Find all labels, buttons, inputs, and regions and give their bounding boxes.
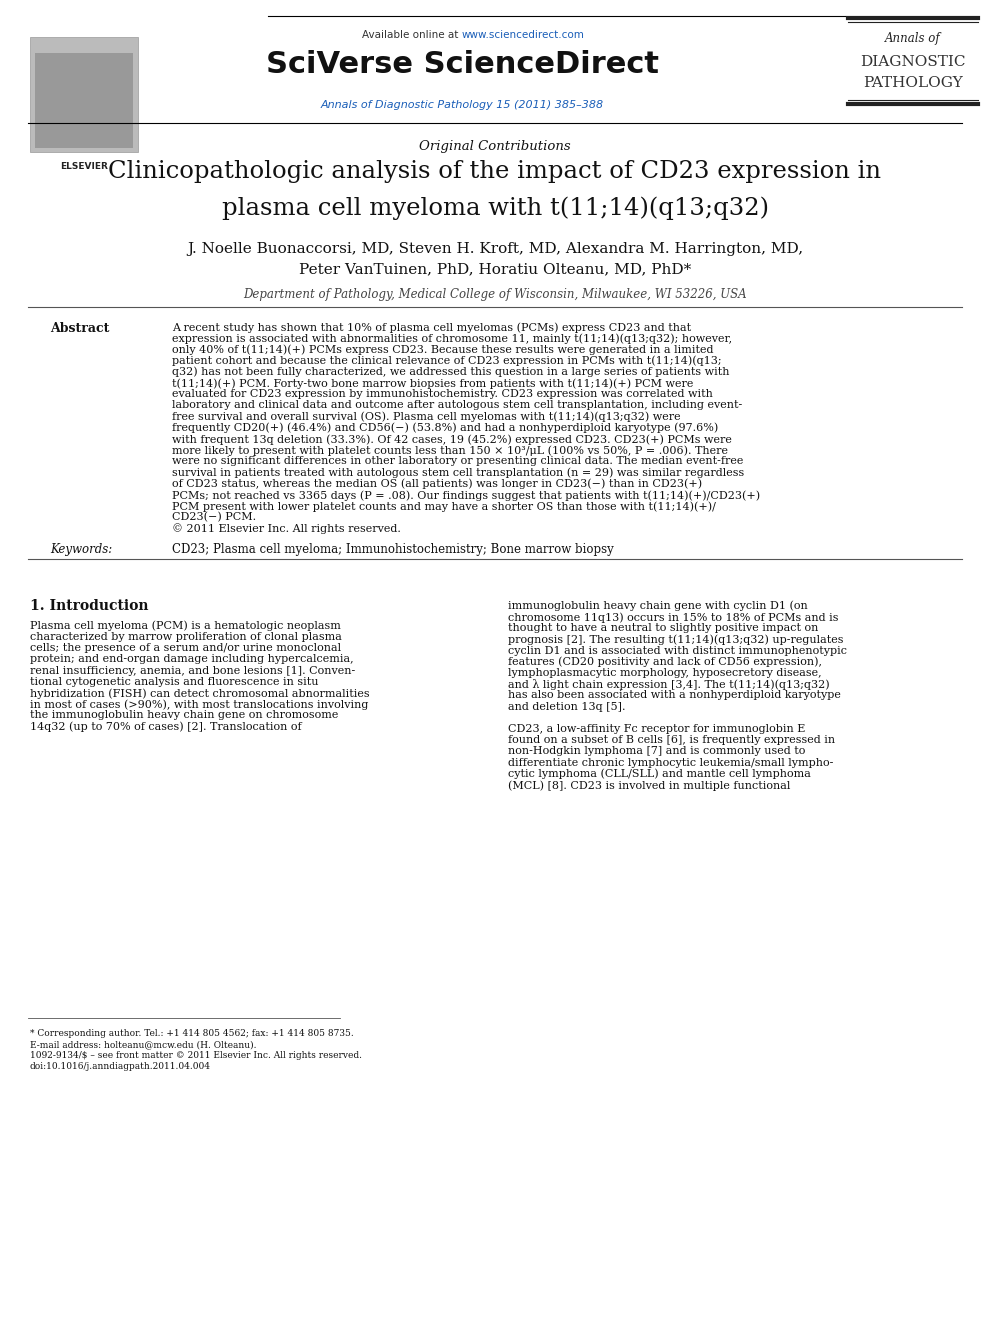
Text: www.sciencedirect.com: www.sciencedirect.com <box>462 30 585 40</box>
Text: ELSEVIER: ELSEVIER <box>60 162 108 172</box>
Bar <box>35 53 133 148</box>
Text: in most of cases (>90%), with most translocations involving: in most of cases (>90%), with most trans… <box>30 700 368 710</box>
Text: hybridization (FISH) can detect chromosomal abnormalities: hybridization (FISH) can detect chromoso… <box>30 688 369 698</box>
Text: 1092-9134/$ – see front matter © 2011 Elsevier Inc. All rights reserved.: 1092-9134/$ – see front matter © 2011 El… <box>30 1051 362 1060</box>
Text: characterized by marrow proliferation of clonal plasma: characterized by marrow proliferation of… <box>30 632 342 642</box>
Text: cytic lymphoma (CLL/SLL) and mantle cell lymphoma: cytic lymphoma (CLL/SLL) and mantle cell… <box>508 768 811 779</box>
Text: chromosome 11q13) occurs in 15% to 18% of PCMs and is: chromosome 11q13) occurs in 15% to 18% o… <box>508 612 839 623</box>
Text: J. Noelle Buonaccorsi, MD, Steven H. Kroft, MD, Alexandra M. Harrington, MD,: J. Noelle Buonaccorsi, MD, Steven H. Kro… <box>187 242 803 256</box>
Text: thought to have a neutral to slightly positive impact on: thought to have a neutral to slightly po… <box>508 623 819 634</box>
Text: survival in patients treated with autologous stem cell transplantation (n = 29) : survival in patients treated with autolo… <box>172 467 744 478</box>
Text: and λ light chain expression [3,4]. The t(11;14)(q13;q32): and λ light chain expression [3,4]. The … <box>508 680 830 690</box>
Text: differentiate chronic lymphocytic leukemia/small lympho-: differentiate chronic lymphocytic leukem… <box>508 758 834 768</box>
Text: plasma cell myeloma with t(11;14)(q13;q32): plasma cell myeloma with t(11;14)(q13;q3… <box>222 195 768 219</box>
Text: non-Hodgkin lymphoma [7] and is commonly used to: non-Hodgkin lymphoma [7] and is commonly… <box>508 746 806 756</box>
Text: and deletion 13q [5].: and deletion 13q [5]. <box>508 702 626 711</box>
Text: patient cohort and because the clinical relevance of CD23 expression in PCMs wit: patient cohort and because the clinical … <box>172 355 722 366</box>
Text: doi:10.1016/j.anndiagpath.2011.04.004: doi:10.1016/j.anndiagpath.2011.04.004 <box>30 1063 211 1071</box>
Text: protein; and end-organ damage including hypercalcemia,: protein; and end-organ damage including … <box>30 655 353 664</box>
Text: CD23, a low-affinity Fc receptor for immunoglobin E: CD23, a low-affinity Fc receptor for imm… <box>508 723 806 734</box>
Text: E-mail address: holteanu@mcw.edu (H. Olteanu).: E-mail address: holteanu@mcw.edu (H. Olt… <box>30 1040 256 1049</box>
Text: features (CD20 positivity and lack of CD56 expression),: features (CD20 positivity and lack of CD… <box>508 657 822 668</box>
Text: Annals of Diagnostic Pathology 15 (2011) 385–388: Annals of Diagnostic Pathology 15 (2011)… <box>321 100 604 110</box>
Text: Available online at: Available online at <box>362 30 462 40</box>
Text: lymphoplasmacytic morphology, hyposecretory disease,: lymphoplasmacytic morphology, hyposecret… <box>508 668 822 678</box>
Text: tional cytogenetic analysis and fluorescence in situ: tional cytogenetic analysis and fluoresc… <box>30 677 319 686</box>
Text: Clinicopathologic analysis of the impact of CD23 expression in: Clinicopathologic analysis of the impact… <box>109 160 881 183</box>
Text: DIAGNOSTIC: DIAGNOSTIC <box>860 55 966 69</box>
Text: prognosis [2]. The resulting t(11;14)(q13;q32) up-regulates: prognosis [2]. The resulting t(11;14)(q1… <box>508 635 843 645</box>
Text: A recent study has shown that 10% of plasma cell myelomas (PCMs) express CD23 an: A recent study has shown that 10% of pla… <box>172 322 691 333</box>
Text: t(11;14)(+) PCM. Forty-two bone marrow biopsies from patients with t(11;14)(+) P: t(11;14)(+) PCM. Forty-two bone marrow b… <box>172 378 693 388</box>
Text: Department of Pathology, Medical College of Wisconsin, Milwaukee, WI 53226, USA: Department of Pathology, Medical College… <box>244 288 746 301</box>
Text: only 40% of t(11;14)(+) PCMs express CD23. Because these results were generated : only 40% of t(11;14)(+) PCMs express CD2… <box>172 345 714 355</box>
Text: renal insufficiency, anemia, and bone lesions [1]. Conven-: renal insufficiency, anemia, and bone le… <box>30 665 355 676</box>
Text: PCM present with lower platelet counts and may have a shorter OS than those with: PCM present with lower platelet counts a… <box>172 502 716 512</box>
Text: were no significant differences in other laboratory or presenting clinical data.: were no significant differences in other… <box>172 457 743 466</box>
Text: with frequent 13q deletion (33.3%). Of 42 cases, 19 (45.2%) expressed CD23. CD23: with frequent 13q deletion (33.3%). Of 4… <box>172 434 732 445</box>
Text: Peter VanTuinen, PhD, Horatiu Olteanu, MD, PhD*: Peter VanTuinen, PhD, Horatiu Olteanu, M… <box>299 261 691 276</box>
Text: Annals of: Annals of <box>885 32 940 45</box>
Text: Keywords:: Keywords: <box>50 543 112 556</box>
Text: CD23(−) PCM.: CD23(−) PCM. <box>172 512 256 523</box>
Text: evaluated for CD23 expression by immunohistochemistry. CD23 expression was corre: evaluated for CD23 expression by immunoh… <box>172 389 713 399</box>
Text: Plasma cell myeloma (PCM) is a hematologic neoplasm: Plasma cell myeloma (PCM) is a hematolog… <box>30 620 341 631</box>
Text: laboratory and clinical data and outcome after autologous stem cell transplantat: laboratory and clinical data and outcome… <box>172 400 743 411</box>
Text: free survival and overall survival (OS). Plasma cell myelomas with t(11;14)(q13;: free survival and overall survival (OS).… <box>172 412 681 422</box>
Text: Original Contributions: Original Contributions <box>419 140 571 153</box>
Text: SciVerse ScienceDirect: SciVerse ScienceDirect <box>265 50 658 79</box>
Text: cyclin D1 and is associated with distinct immunophenotypic: cyclin D1 and is associated with distinc… <box>508 645 847 656</box>
Text: PCMs; not reached vs 3365 days (P = .08). Our findings suggest that patients wit: PCMs; not reached vs 3365 days (P = .08)… <box>172 490 760 500</box>
Text: expression is associated with abnormalities of chromosome 11, mainly t(11;14)(q1: expression is associated with abnormalit… <box>172 333 733 343</box>
Text: 14q32 (up to 70% of cases) [2]. Translocation of: 14q32 (up to 70% of cases) [2]. Transloc… <box>30 722 302 733</box>
Text: 1. Introduction: 1. Introduction <box>30 599 148 612</box>
Text: q32) has not been fully characterized, we addressed this question in a large ser: q32) has not been fully characterized, w… <box>172 367 730 378</box>
Text: CD23; Plasma cell myeloma; Immunohistochemistry; Bone marrow biopsy: CD23; Plasma cell myeloma; Immunohistoch… <box>172 543 614 556</box>
Text: cells; the presence of a serum and/or urine monoclonal: cells; the presence of a serum and/or ur… <box>30 643 342 653</box>
Text: of CD23 status, whereas the median OS (all patients) was longer in CD23(−) than : of CD23 status, whereas the median OS (a… <box>172 479 702 490</box>
Text: immunoglobulin heavy chain gene with cyclin D1 (on: immunoglobulin heavy chain gene with cyc… <box>508 601 808 611</box>
Text: has also been associated with a nonhyperdiploid karyotype: has also been associated with a nonhyper… <box>508 690 841 701</box>
Text: Abstract: Abstract <box>50 322 109 335</box>
Text: more likely to present with platelet counts less than 150 × 10³/μL (100% vs 50%,: more likely to present with platelet cou… <box>172 445 728 455</box>
Text: found on a subset of B cells [6], is frequently expressed in: found on a subset of B cells [6], is fre… <box>508 735 836 746</box>
Text: the immunoglobulin heavy chain gene on chromosome: the immunoglobulin heavy chain gene on c… <box>30 710 339 721</box>
Bar <box>30 37 138 152</box>
Text: * Corresponding author. Tel.: +1 414 805 4562; fax: +1 414 805 8735.: * Corresponding author. Tel.: +1 414 805… <box>30 1030 353 1038</box>
Text: PATHOLOGY: PATHOLOGY <box>863 77 963 90</box>
Text: (MCL) [8]. CD23 is involved in multiple functional: (MCL) [8]. CD23 is involved in multiple … <box>508 780 790 791</box>
Text: © 2011 Elsevier Inc. All rights reserved.: © 2011 Elsevier Inc. All rights reserved… <box>172 524 401 535</box>
Text: frequently CD20(+) (46.4%) and CD56(−) (53.8%) and had a nonhyperdiploid karyoty: frequently CD20(+) (46.4%) and CD56(−) (… <box>172 422 719 433</box>
